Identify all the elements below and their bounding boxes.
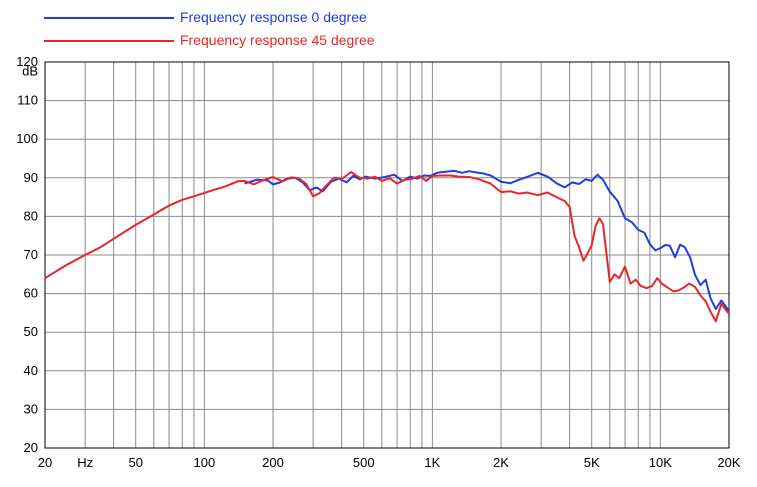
- x-tick-label: 500: [353, 455, 375, 470]
- x-tick-label: 1K: [424, 455, 440, 470]
- grid: [44, 61, 730, 449]
- x-tick-label: 20: [38, 455, 52, 470]
- x-tick-label: 100: [194, 455, 216, 470]
- x-tick-label: 50: [128, 455, 142, 470]
- y-tick-label: 100: [16, 131, 38, 146]
- x-tick-label: 20K: [717, 455, 740, 470]
- y-tick-label: 50: [24, 324, 38, 339]
- legend-label-45-degree: Frequency response 45 degree: [180, 32, 375, 48]
- x-axis-ticks: 20 Hz 50 100 200 500 1K 2K 5K 10K 20K: [38, 455, 741, 470]
- series-layer: [44, 169, 730, 323]
- y-tick-label: 40: [24, 363, 38, 378]
- y-tick-label: 80: [24, 208, 38, 223]
- legend-swatch-0-degree: [44, 17, 174, 19]
- y-tick-label: 60: [24, 286, 38, 301]
- y-tick-label: 70: [24, 247, 38, 262]
- legend-swatch-45-degree: [44, 40, 174, 42]
- series-line-45-degree: [44, 171, 730, 323]
- legend-label-0-degree: Frequency response 0 degree: [180, 9, 367, 25]
- y-unit-label: dB: [22, 64, 38, 79]
- x-tick-label: 2K: [493, 455, 509, 470]
- plot-frame: [44, 61, 730, 449]
- x-tick-label: 5K: [584, 455, 600, 470]
- y-tick-label: 20: [24, 440, 38, 455]
- y-tick-label: 30: [24, 401, 38, 416]
- x-tick-label: Hz: [77, 455, 93, 470]
- y-tick-label: 120: [16, 54, 38, 69]
- series-line-0-degree: [244, 169, 730, 313]
- x-tick-label: 200: [262, 455, 284, 470]
- chart-legend: Frequency response 0 degree Frequency re…: [0, 0, 757, 60]
- y-tick-label: 90: [24, 170, 38, 185]
- y-tick-label: 110: [17, 93, 38, 108]
- x-tick-label: 10K: [649, 455, 672, 470]
